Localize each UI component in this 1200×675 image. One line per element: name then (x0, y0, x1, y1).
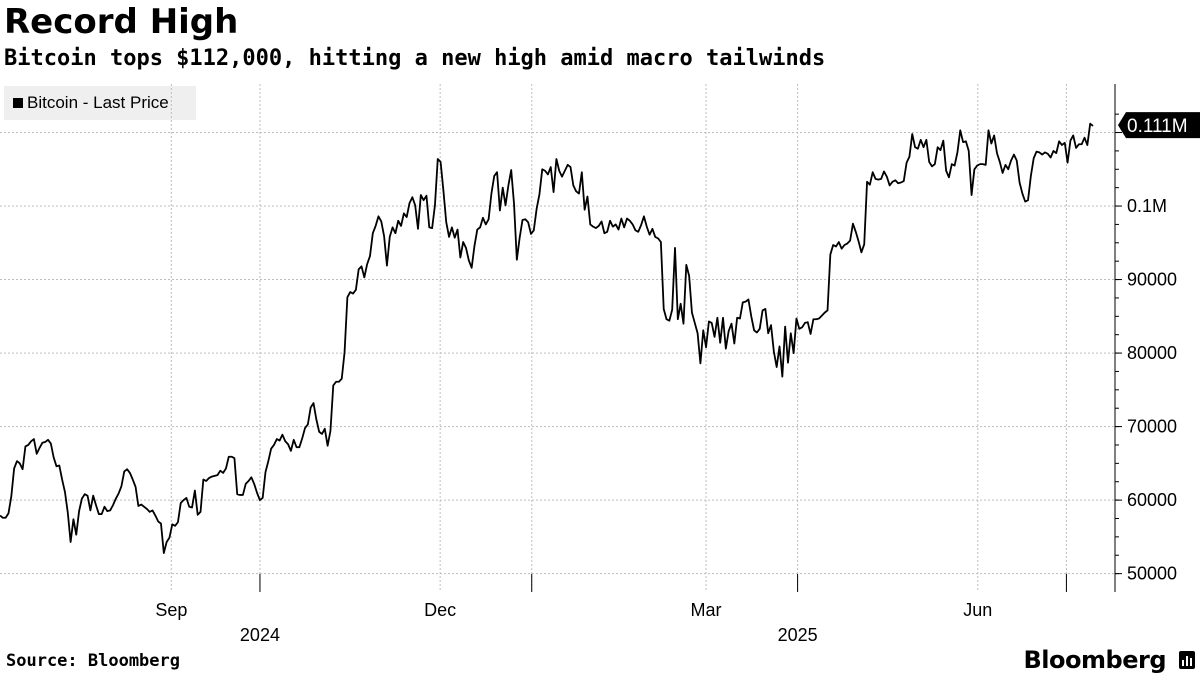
y-tick-label: 0.1M (1127, 196, 1167, 216)
source-note: Source: Bloomberg (6, 651, 180, 671)
y-tick-label: 60000 (1127, 490, 1177, 510)
x-tick-label: Jun (963, 600, 992, 620)
last-price-label: 0.111M (1127, 116, 1188, 137)
y-tick-label: 50000 (1127, 564, 1177, 584)
y-tick-label: 70000 (1127, 417, 1177, 437)
x-year-label: 2025 (778, 625, 818, 645)
y-tick-label: 80000 (1127, 343, 1177, 363)
x-tick-label: Dec (424, 600, 456, 620)
x-tick-label: Sep (155, 600, 187, 620)
x-axis: Sep Dec Mar Jun 2024 2025 (155, 574, 1066, 645)
last-price-tag: 0.111M (1118, 112, 1200, 138)
price-chart: Sep Dec Mar Jun 2024 2025 50000 60000 70000 8000… (0, 0, 1200, 675)
x-year-label: 2024 (240, 625, 280, 645)
x-tick-label: Mar (691, 600, 722, 620)
bloomberg-chart-icon (1179, 651, 1195, 669)
bitcoin-price-line (0, 124, 1093, 553)
bloomberg-logo: Bloomberg (1024, 646, 1166, 674)
y-axis: 50000 60000 70000 80000 90000 0.1M (1115, 84, 1177, 592)
y-tick-label: 90000 (1127, 270, 1177, 290)
